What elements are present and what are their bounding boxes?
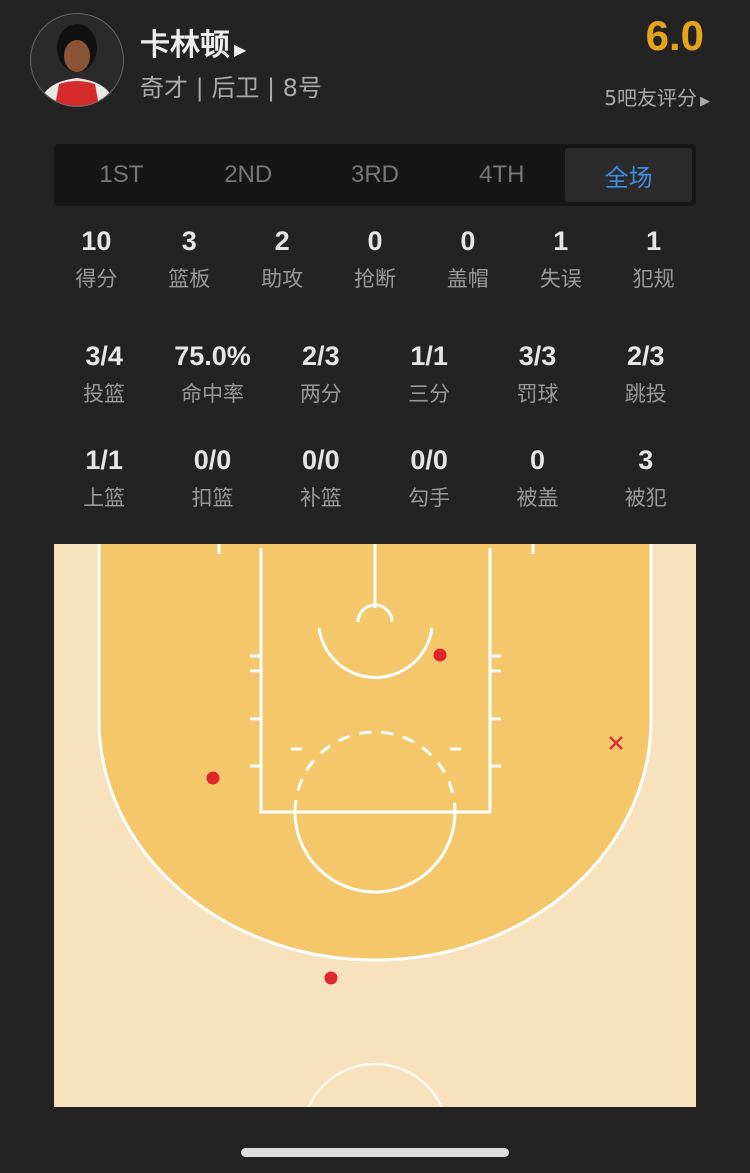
stat-value: 1 xyxy=(553,226,569,256)
tab-4th[interactable]: 4TH xyxy=(479,161,525,188)
stat-label: 两分 xyxy=(299,382,342,406)
shot-chart xyxy=(54,544,696,1107)
stat-value: 0 xyxy=(460,226,476,256)
stat-value: 0 xyxy=(529,445,545,475)
player-info: 奇才 | 后卫 | 8号 xyxy=(140,74,322,102)
stat-label: 补篮 xyxy=(299,486,342,510)
stat-cell: 2 助攻 xyxy=(236,226,329,293)
stat-label: 犯规 xyxy=(632,267,675,291)
stat-label: 盖帽 xyxy=(446,267,489,291)
shot-made-marker xyxy=(324,971,338,985)
home-indicator xyxy=(241,1148,509,1157)
stat-label: 抢断 xyxy=(354,267,396,291)
stat-label: 被犯 xyxy=(624,486,667,510)
stat-value: 2 xyxy=(274,226,290,256)
caret-right-icon: ▶ xyxy=(234,40,247,59)
stat-label: 得分 xyxy=(75,267,118,291)
stat-cell: 3 被犯 xyxy=(592,445,700,512)
court-lines xyxy=(97,544,653,1107)
stat-cell: 1 犯规 xyxy=(607,226,700,293)
main-stats-row: 10 得分 3 篮板 2 助攻 0 抢断 0 盖帽 1 失误 1 犯规 xyxy=(50,226,700,293)
stat-value: 0/0 xyxy=(410,445,448,475)
stat-value: 0 xyxy=(367,226,383,256)
stat-value: 0/0 xyxy=(302,445,340,475)
stat-value: 1/1 xyxy=(410,341,448,371)
stat-cell: 0 盖帽 xyxy=(421,226,514,293)
stat-cell: 75.0% 命中率 xyxy=(158,341,266,408)
shot-made-marker xyxy=(433,648,447,662)
stat-label: 失误 xyxy=(539,267,582,291)
stat-value: 1/1 xyxy=(85,445,123,475)
stat-value: 3/3 xyxy=(518,341,557,371)
stat-value: 1 xyxy=(646,226,662,256)
stat-label: 上篮 xyxy=(83,486,126,510)
shot-missed-marker xyxy=(609,736,623,750)
stat-value: 3/4 xyxy=(85,341,123,371)
tab-2nd[interactable]: 2ND xyxy=(224,161,273,188)
stat-value: 75.0% xyxy=(174,341,251,371)
stat-label: 勾手 xyxy=(408,486,451,510)
stat-value: 10 xyxy=(81,226,112,256)
stat-cell: 0/0 勾手 xyxy=(375,445,483,512)
stat-cell: 0 抢断 xyxy=(329,226,422,293)
stat-cell: 2/3 两分 xyxy=(267,341,375,408)
stat-label: 被盖 xyxy=(516,486,559,510)
stat-cell: 0/0 补篮 xyxy=(267,445,375,512)
stat-label: 命中率 xyxy=(180,382,244,406)
stat-cell: 1/1 三分 xyxy=(375,341,483,408)
shot-made-marker xyxy=(206,771,220,785)
stat-cell: 3 篮板 xyxy=(143,226,236,293)
period-tabs: 1ST 2ND 3RD 4TH 全场 xyxy=(54,144,696,206)
tab-full-game[interactable]: 全场 xyxy=(565,148,692,202)
stat-value: 0/0 xyxy=(193,445,232,475)
stat-label: 助攻 xyxy=(261,267,304,291)
stat-cell: 0/0 扣篮 xyxy=(158,445,266,512)
stat-cell: 3/3 罚球 xyxy=(483,341,591,408)
stat-value: 2/3 xyxy=(302,341,340,371)
stat-label: 三分 xyxy=(408,382,451,406)
stat-label: 篮板 xyxy=(168,267,211,291)
stat-cell: 0 被盖 xyxy=(483,445,591,512)
tab-3rd[interactable]: 3RD xyxy=(350,161,399,188)
stat-label: 罚球 xyxy=(516,382,559,406)
stat-label: 投篮 xyxy=(83,382,126,406)
rating-votes-link[interactable]: 5吧友评分 ▶ xyxy=(604,82,710,111)
detail-stats-row: 1/1 上篮 0/0 扣篮 0/0 补篮 0/0 勾手 0 被盖 3 被犯 xyxy=(50,445,700,512)
stat-cell: 1 失误 xyxy=(514,226,607,293)
stat-label: 扣篮 xyxy=(191,486,234,510)
player-rating: 6.0 xyxy=(645,12,704,59)
player-avatar[interactable] xyxy=(30,13,124,107)
stat-value: 3 xyxy=(181,226,197,256)
stat-value: 3 xyxy=(638,445,654,475)
player-name-link[interactable]: 卡林顿 ▶ xyxy=(140,20,246,64)
stat-value: 2/3 xyxy=(627,341,665,371)
tab-1st[interactable]: 1ST xyxy=(99,161,144,188)
player-name: 卡林顿 xyxy=(140,28,230,63)
caret-right-icon: ▶ xyxy=(700,94,710,109)
votes-label: 5吧友评分 xyxy=(604,86,697,110)
stat-cell: 3/4 投篮 xyxy=(50,341,158,408)
stat-cell: 10 得分 xyxy=(50,226,143,293)
player-photo-icon xyxy=(39,24,115,106)
stat-cell: 1/1 上篮 xyxy=(50,445,158,512)
shooting-stats-row: 3/4 投篮 75.0% 命中率 2/3 两分 1/1 三分 3/3 罚球 2/3 跳投 xyxy=(50,341,700,408)
stat-cell: 2/3 跳投 xyxy=(592,341,700,408)
stat-label: 跳投 xyxy=(624,382,667,406)
